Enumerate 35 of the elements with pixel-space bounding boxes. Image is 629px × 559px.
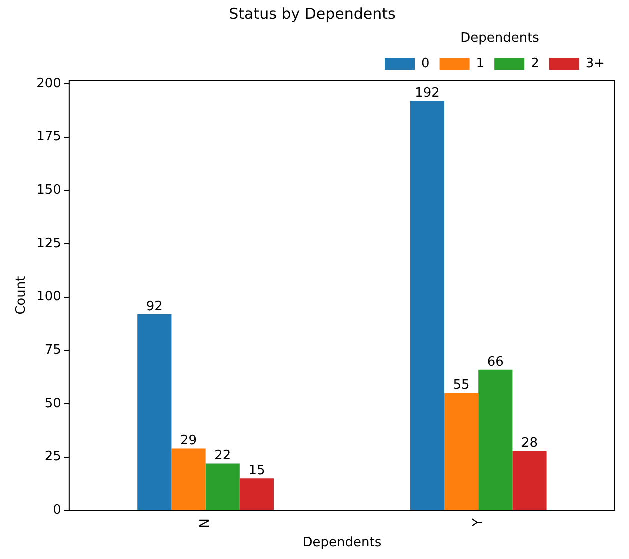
data-label: 22 bbox=[214, 448, 232, 464]
y-tick-label: 100 bbox=[36, 290, 62, 305]
bar bbox=[206, 464, 240, 510]
y-tick-label: 50 bbox=[44, 396, 62, 412]
x-axis-title: Dependents bbox=[302, 536, 382, 551]
bar bbox=[138, 314, 172, 510]
data-label: 192 bbox=[415, 86, 440, 101]
bar bbox=[444, 393, 479, 510]
bar bbox=[172, 448, 206, 510]
y-tick-label: 0 bbox=[53, 503, 62, 518]
legend-label: 2 bbox=[531, 56, 540, 72]
data-label: 29 bbox=[180, 434, 198, 449]
legend-label: 3+ bbox=[586, 56, 606, 72]
data-label: 55 bbox=[453, 378, 470, 394]
y-tick-label: 25 bbox=[44, 450, 62, 465]
y-axis-title: Count bbox=[14, 276, 30, 315]
x-tick-label: Y bbox=[470, 518, 486, 528]
legend-title: Dependents bbox=[460, 30, 540, 46]
x-tick-label: N bbox=[198, 518, 214, 528]
bar bbox=[478, 370, 513, 510]
legend-label: 1 bbox=[476, 56, 485, 72]
data-label: 15 bbox=[248, 464, 266, 479]
legend-label: 0 bbox=[422, 56, 430, 72]
bar bbox=[410, 101, 445, 510]
y-tick-label: 150 bbox=[36, 183, 62, 198]
bar bbox=[512, 450, 547, 510]
y-tick-label: 175 bbox=[36, 130, 62, 145]
chart-title: Status by Dependents bbox=[229, 4, 396, 23]
y-tick-label: 200 bbox=[36, 76, 62, 92]
data-label: 28 bbox=[521, 436, 538, 451]
y-tick-label: 75 bbox=[44, 343, 62, 358]
y-tick-label: 125 bbox=[36, 236, 62, 252]
data-label: 66 bbox=[487, 354, 504, 370]
data-label: 92 bbox=[146, 299, 163, 314]
bar bbox=[240, 478, 274, 510]
